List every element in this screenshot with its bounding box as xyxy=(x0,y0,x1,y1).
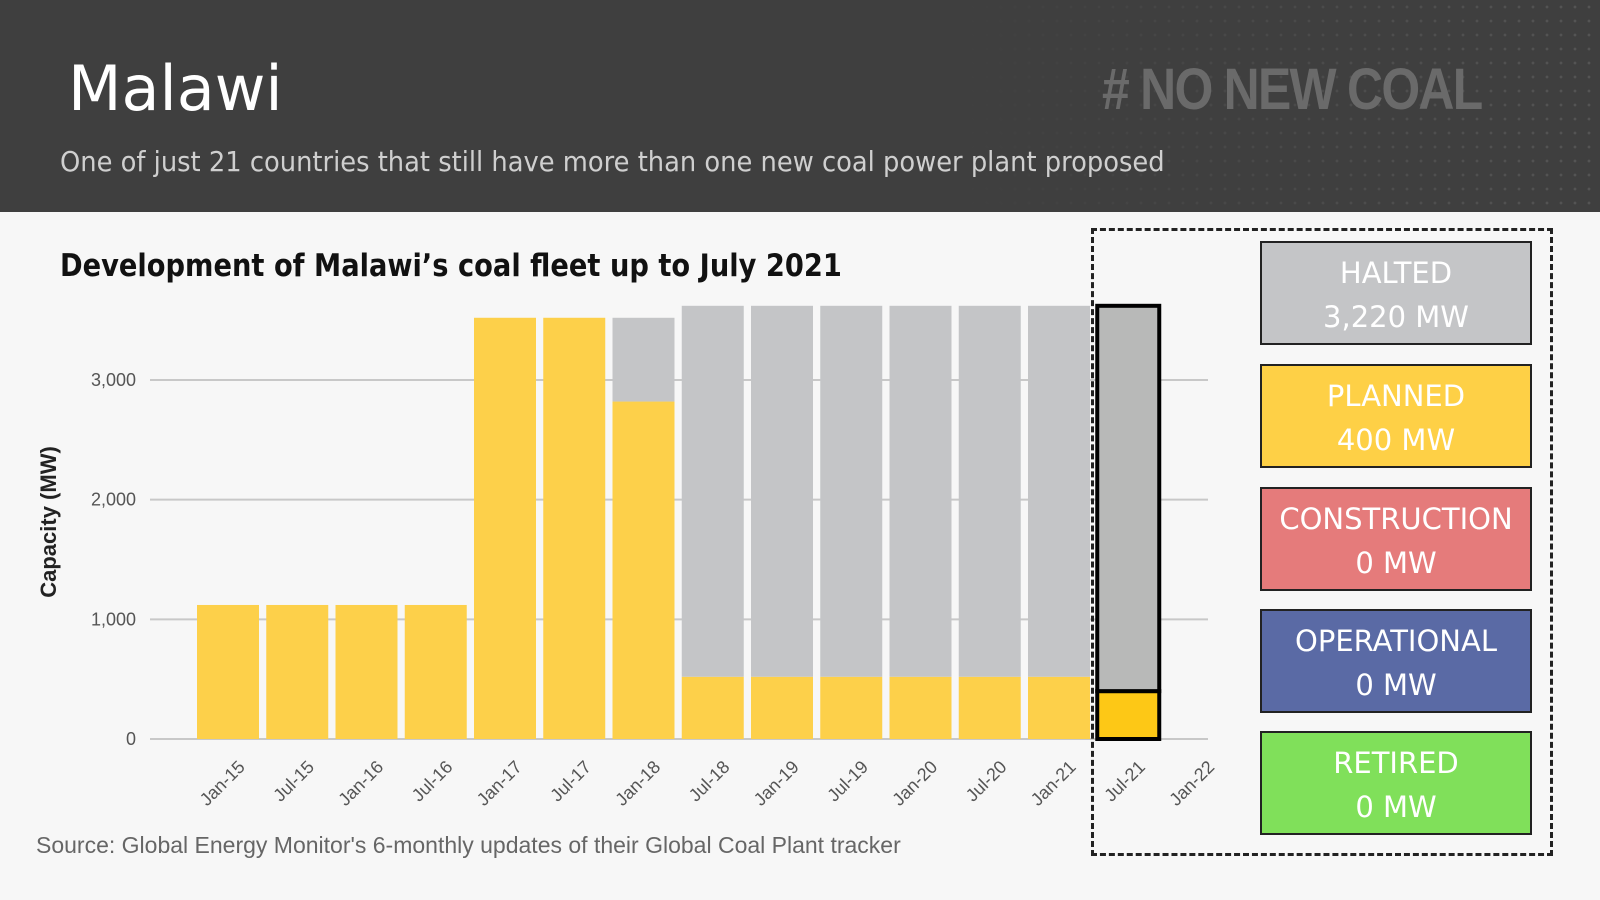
legend-label: CONSTRUCTION xyxy=(1279,502,1513,536)
y-tick-label: 3,000 xyxy=(91,370,136,390)
bar-planned-jan-19 xyxy=(751,676,813,739)
x-tick-label: Jul-20 xyxy=(962,757,1011,806)
legend-construction: CONSTRUCTION 0 MW xyxy=(1260,487,1532,591)
chart-title: Development of Malawi’s coal fleet up to… xyxy=(60,248,842,284)
bar-planned-jan-18 xyxy=(612,401,675,739)
legend-value: 0 MW xyxy=(1355,668,1437,702)
legend-label: PLANNED xyxy=(1326,379,1466,413)
source-note: Source: Global Energy Monitor's 6-monthl… xyxy=(36,832,901,858)
y-tick-label: 0 xyxy=(126,729,136,749)
bar-planned-jul-16 xyxy=(404,604,467,739)
bar-halted-jan-19 xyxy=(751,305,813,677)
bar-halted-jul-19 xyxy=(820,305,883,677)
bar-planned-jul-20 xyxy=(958,676,1021,739)
x-tick-label: Jul-15 xyxy=(269,757,318,806)
x-tick-label: Jan-15 xyxy=(196,757,249,810)
bar-planned-jan-17 xyxy=(474,317,536,739)
bar-halted-jan-21 xyxy=(1028,305,1090,677)
bar-planned-jul-19 xyxy=(820,676,883,739)
x-tick-label: Jul-18 xyxy=(685,757,734,806)
x-tick-label: Jan-20 xyxy=(888,757,941,810)
y-tick-label: 1,000 xyxy=(91,609,136,629)
legend-operational: OPERATIONAL 0 MW xyxy=(1260,609,1532,713)
legend-label: RETIRED xyxy=(1333,746,1459,780)
bar-planned-jan-21 xyxy=(1028,676,1090,739)
x-tick-label: Jan-19 xyxy=(750,757,803,810)
x-tick-label: Jan-21 xyxy=(1027,757,1080,810)
legend-label: HALTED xyxy=(1339,256,1453,290)
legend-value: 0 MW xyxy=(1355,790,1437,824)
bar-planned-jul-17 xyxy=(543,317,606,739)
legend-retired: RETIRED 0 MW xyxy=(1260,731,1532,835)
header-fade xyxy=(0,0,1600,212)
bar-planned-jul-15 xyxy=(266,604,329,739)
y-axis-label: Capacity (MW) xyxy=(36,446,61,598)
x-tick-label: Jan-16 xyxy=(334,757,387,810)
legend-value: 400 MW xyxy=(1336,423,1456,457)
x-tick-label: Jul-17 xyxy=(546,757,595,806)
bar-planned-jan-16 xyxy=(335,604,398,739)
bar-halted-jul-20 xyxy=(958,305,1021,677)
country-title: Malawi xyxy=(68,52,283,125)
bar-planned-jul-18 xyxy=(681,676,744,739)
bar-halted-jul-18 xyxy=(681,305,744,677)
x-tick-label: Jan-18 xyxy=(611,757,664,810)
y-tick-label: 2,000 xyxy=(91,490,136,510)
bar-planned-jul-21 xyxy=(1095,689,1162,742)
no-new-coal-tagline: # NO NEW COAL xyxy=(1102,57,1483,122)
current-status-dashed-box xyxy=(1091,228,1553,856)
x-tick-label: Jul-19 xyxy=(823,757,872,806)
legend-value: 3,220 MW xyxy=(1323,300,1469,334)
x-tick-label: Jul-16 xyxy=(408,757,457,806)
legend-value: 0 MW xyxy=(1355,546,1437,580)
legend-halted: HALTED 3,220 MW xyxy=(1260,241,1532,345)
bar-planned-jan-15 xyxy=(197,604,259,739)
x-tick-label: Jan-17 xyxy=(473,757,526,810)
bar-halted-jul-21 xyxy=(1095,303,1162,694)
bar-halted-jan-20 xyxy=(889,305,952,677)
legend-planned: PLANNED 400 MW xyxy=(1260,364,1532,468)
legend-label: OPERATIONAL xyxy=(1295,624,1497,658)
subtitle: One of just 21 countries that still have… xyxy=(60,145,1165,178)
bar-halted-jan-18 xyxy=(612,317,675,402)
bar-planned-jan-20 xyxy=(889,676,952,739)
